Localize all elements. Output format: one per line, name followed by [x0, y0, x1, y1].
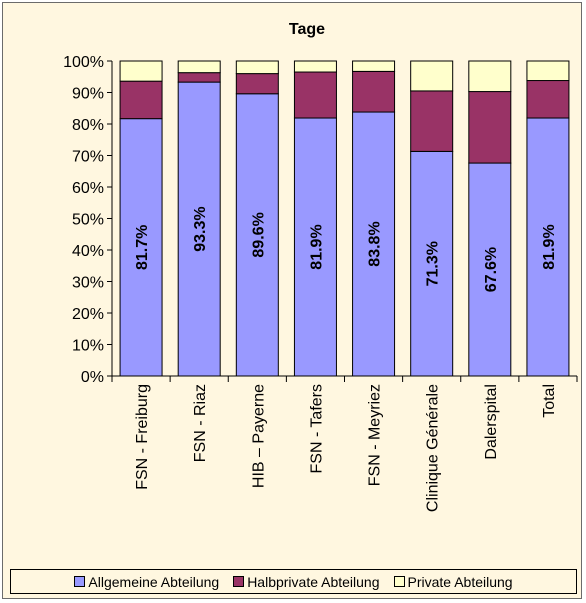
data-label: 71.3%: [425, 241, 442, 286]
y-tick-label: 70%: [72, 149, 104, 166]
data-label: 89.6%: [250, 212, 267, 257]
bar-segment: [526, 80, 570, 119]
bar-segment: [119, 80, 163, 120]
x-category-label: FSN - Tafers: [308, 384, 325, 474]
legend-label: Private Abteilung: [407, 573, 513, 590]
bar-segment: [235, 60, 279, 75]
x-axis: FSN - Freiburg FSN - Riaz HIB – Payerne FSN…: [111, 375, 578, 512]
chart-title: Tage: [289, 21, 325, 38]
data-label: 93.3%: [192, 206, 209, 251]
legend-label: Allgemeine Abteilung: [88, 573, 220, 590]
x-category-label: HIB – Payerne: [250, 384, 267, 488]
bar-segment: [293, 60, 337, 73]
x-category-label: FSN - Meyriez: [367, 384, 384, 486]
x-category-label: Total: [541, 384, 558, 418]
y-tick-label: 90%: [72, 86, 104, 103]
bar-segment: [352, 60, 396, 72]
x-category-label: Clinique Générale: [425, 384, 442, 512]
bar-segment: [526, 117, 570, 377]
data-label: 67.6%: [483, 247, 500, 292]
bar-segment: [410, 90, 454, 152]
bar-segment: [119, 118, 163, 377]
bar-segment: [410, 60, 454, 92]
y-tick-label: 50%: [72, 212, 104, 229]
bars: 81.7% 93.3% 89.6% 81.9% 83.8% 71.3% 67.6% 81.9%: [119, 60, 570, 377]
legend: Allgemeine Abteilung Halbprivate Abteilun…: [10, 569, 577, 594]
bar-segment: [352, 70, 396, 113]
bar-segment: [235, 73, 279, 95]
legend-item: Halbprivate Abteilung: [233, 573, 380, 590]
chart-canvas: Tage 0% 10% 20% 30% 40% 50% 60% 70% 80% 90% 100% 8…: [63, 21, 578, 512]
y-tick-label: 20%: [72, 306, 104, 323]
y-axis: 0% 10% 20% 30% 40% 50% 60% 70% 80% 90% 100%: [63, 54, 113, 386]
data-label: 83.8%: [367, 221, 384, 266]
bar-segment: [177, 72, 221, 83]
y-tick-label: 10%: [72, 338, 104, 355]
y-tick-label: 100%: [63, 54, 104, 71]
bar-segment: [526, 60, 570, 82]
y-tick-label: 30%: [72, 275, 104, 292]
y-tick-label: 80%: [72, 117, 104, 134]
legend-label: Halbprivate Abteilung: [247, 573, 380, 590]
legend-item: Allgemeine Abteilung: [74, 574, 219, 590]
bar-segment: [119, 60, 163, 82]
legend-swatch: [233, 576, 245, 587]
bar-segment: [177, 60, 221, 74]
x-category-label: FSN - Riaz: [192, 384, 209, 462]
y-tick-label: 40%: [72, 243, 104, 260]
data-label: 81.9%: [541, 224, 558, 269]
x-category-label: Dalerspital: [483, 384, 500, 460]
data-label: 81.7%: [134, 225, 151, 270]
bar-segment: [293, 71, 337, 119]
bar-segment: [468, 60, 512, 93]
y-tick-label: 60%: [72, 180, 104, 197]
legend-swatch: [393, 576, 405, 587]
legend-item: Private Abteilung: [393, 573, 513, 590]
bar-segment: [468, 91, 512, 164]
y-tick-label: 0%: [81, 369, 104, 386]
data-label: 81.9%: [308, 224, 325, 269]
chart-frame: Tage 0% 10% 20% 30% 40% 50% 60% 70% 80% 90% 100% 8…: [2, 2, 582, 599]
bar-segment: [468, 162, 512, 377]
legend-swatch: [74, 576, 86, 587]
x-category-label: FSN - Freiburg: [134, 384, 151, 490]
